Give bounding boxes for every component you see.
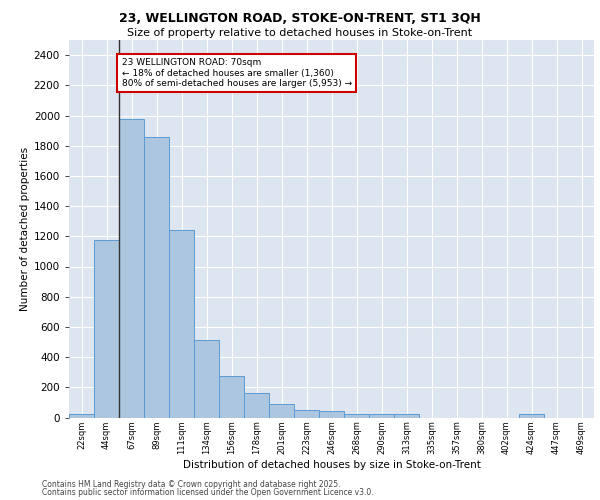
Bar [319, 412, 344, 418]
X-axis label: Distribution of detached houses by size in Stoke-on-Trent: Distribution of detached houses by size … [182, 460, 481, 469]
Bar [344, 414, 369, 418]
Bar [294, 410, 319, 418]
Text: Contains public sector information licensed under the Open Government Licence v3: Contains public sector information licen… [42, 488, 374, 497]
Bar [69, 414, 94, 418]
Y-axis label: Number of detached properties: Number of detached properties [20, 146, 29, 311]
Bar [169, 230, 194, 418]
Bar [219, 376, 244, 418]
Text: Size of property relative to detached houses in Stoke-on-Trent: Size of property relative to detached ho… [127, 28, 473, 38]
Bar [394, 414, 419, 418]
Bar [144, 138, 169, 417]
Text: 23 WELLINGTON ROAD: 70sqm
← 18% of detached houses are smaller (1,360)
80% of se: 23 WELLINGTON ROAD: 70sqm ← 18% of detac… [121, 58, 352, 88]
Text: 23, WELLINGTON ROAD, STOKE-ON-TRENT, ST1 3QH: 23, WELLINGTON ROAD, STOKE-ON-TRENT, ST1… [119, 12, 481, 26]
Bar [519, 414, 544, 418]
Bar [244, 394, 269, 417]
Bar [94, 240, 119, 418]
Bar [369, 414, 394, 418]
Bar [269, 404, 294, 417]
Text: Contains HM Land Registry data © Crown copyright and database right 2025.: Contains HM Land Registry data © Crown c… [42, 480, 341, 489]
Bar [119, 120, 144, 418]
Bar [194, 340, 219, 417]
